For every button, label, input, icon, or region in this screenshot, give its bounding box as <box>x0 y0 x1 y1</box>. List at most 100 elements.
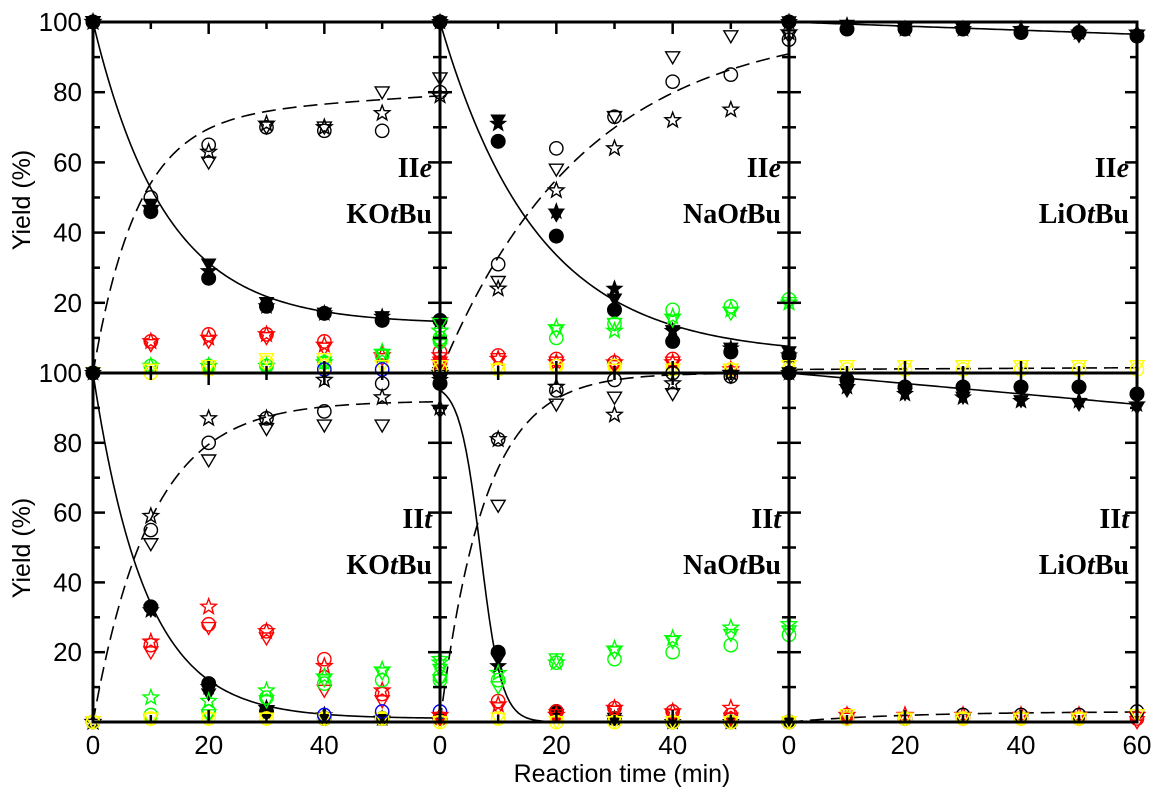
x-tick-label: 20 <box>542 730 571 760</box>
data-point <box>200 156 217 171</box>
panel-label-base: LiOtBu <box>1039 199 1129 230</box>
x-tick-label: 0 <box>782 730 796 760</box>
data-point <box>316 307 333 321</box>
data-point <box>143 190 159 205</box>
data-point <box>604 352 625 371</box>
data-point <box>316 121 333 136</box>
data-point <box>488 663 508 682</box>
panel-label-substrate: IIe <box>398 153 432 184</box>
y-axis-title-top: Yield (%) <box>8 150 36 251</box>
data-point <box>373 712 391 727</box>
panel-label-substrate: IIt <box>751 504 782 535</box>
x-tick-label: 40 <box>1007 730 1036 760</box>
data-point <box>372 341 392 361</box>
data-point <box>258 695 275 710</box>
panel-frame <box>787 371 1139 724</box>
data-point <box>722 712 740 727</box>
data-point <box>548 356 565 371</box>
data-point <box>954 360 972 375</box>
data-point <box>142 604 159 618</box>
y-tick-label: 80 <box>53 428 82 458</box>
y-tick-label: 40 <box>53 567 82 597</box>
data-point <box>201 137 217 153</box>
panel-label-part: t <box>1087 550 1096 581</box>
data-point <box>258 422 275 437</box>
data-point <box>258 712 275 727</box>
x-axis-title: Reaction time (min) <box>514 760 731 788</box>
panel-label-part: II <box>747 153 769 184</box>
panel-label-part: LiO <box>1039 199 1087 230</box>
x-tick-label: 0 <box>86 730 100 760</box>
panel-labels: IIeKOtBuIIeNaOtBuIIeLiOtBuIItKOtBuIItNaO… <box>346 153 1130 581</box>
tick-labels: 0 20 40 0 20 40 0 20 40 60 20 40 60 80 100 20 40 60 80 100 <box>39 7 1152 760</box>
panel-label-part: t <box>739 550 748 581</box>
panel-label-base: NaOtBu <box>683 199 781 230</box>
data-point <box>199 690 219 710</box>
data-point <box>316 342 333 357</box>
data-point <box>141 687 161 706</box>
panel-label-part: Bu <box>398 199 432 230</box>
panel-label-part: e <box>769 153 781 184</box>
fit-curve <box>92 95 441 374</box>
data-point <box>663 110 683 129</box>
data-point <box>604 638 625 657</box>
panel-label-part: t <box>390 550 399 581</box>
panel-label-part: NaO <box>683 550 739 581</box>
data-point <box>897 388 913 402</box>
data-point <box>606 705 623 720</box>
data-point <box>489 275 507 290</box>
y-axis-title-bottom: Yield (%) <box>8 498 36 599</box>
data-point <box>489 712 507 727</box>
panel-label-part: Bu <box>747 199 781 230</box>
data-point <box>839 711 855 726</box>
data-point <box>316 651 332 667</box>
fit-curve <box>439 372 790 723</box>
data-point <box>663 373 683 392</box>
data-point <box>258 297 275 311</box>
panel-label-part: t <box>739 199 748 230</box>
data-point <box>141 631 161 650</box>
data-point <box>316 404 332 419</box>
data-point <box>316 676 332 691</box>
y-tick-label: 60 <box>53 498 82 528</box>
data-point <box>256 113 277 132</box>
data-point <box>200 360 217 375</box>
data-point <box>663 306 683 325</box>
data-point <box>604 320 625 340</box>
panel-label-part: II <box>1095 153 1117 184</box>
data-point <box>721 697 741 717</box>
data-point <box>664 387 681 402</box>
data-point <box>546 180 566 199</box>
data-point <box>316 353 333 367</box>
y-tick-label: 100 <box>39 7 82 37</box>
x-tick-label: 40 <box>310 730 339 760</box>
panel-label-part: Bu <box>1095 550 1129 581</box>
data-point <box>314 334 334 354</box>
data-point <box>838 360 856 375</box>
data-point <box>488 694 508 713</box>
data-point <box>373 695 391 710</box>
data-point <box>488 278 508 297</box>
data-point <box>548 228 564 244</box>
data-point <box>374 123 390 139</box>
data-point <box>548 209 565 223</box>
data-point <box>955 391 971 406</box>
data-point <box>373 349 391 364</box>
data-point <box>258 331 275 346</box>
fit-curve <box>92 21 441 323</box>
data-point <box>546 376 566 396</box>
data-point <box>664 635 681 650</box>
panel-label-base: NaOtBu <box>683 550 781 581</box>
data-point <box>489 353 507 367</box>
data-point <box>489 499 507 514</box>
data-point <box>604 697 625 717</box>
y-tick-label: 40 <box>53 218 82 248</box>
data-point <box>548 398 565 413</box>
panel-label-part: II <box>398 153 420 184</box>
data-point <box>488 429 508 448</box>
data-point <box>664 314 681 329</box>
x-tick-label: 20 <box>891 730 920 760</box>
data-point <box>490 653 507 667</box>
data-point <box>954 712 972 727</box>
